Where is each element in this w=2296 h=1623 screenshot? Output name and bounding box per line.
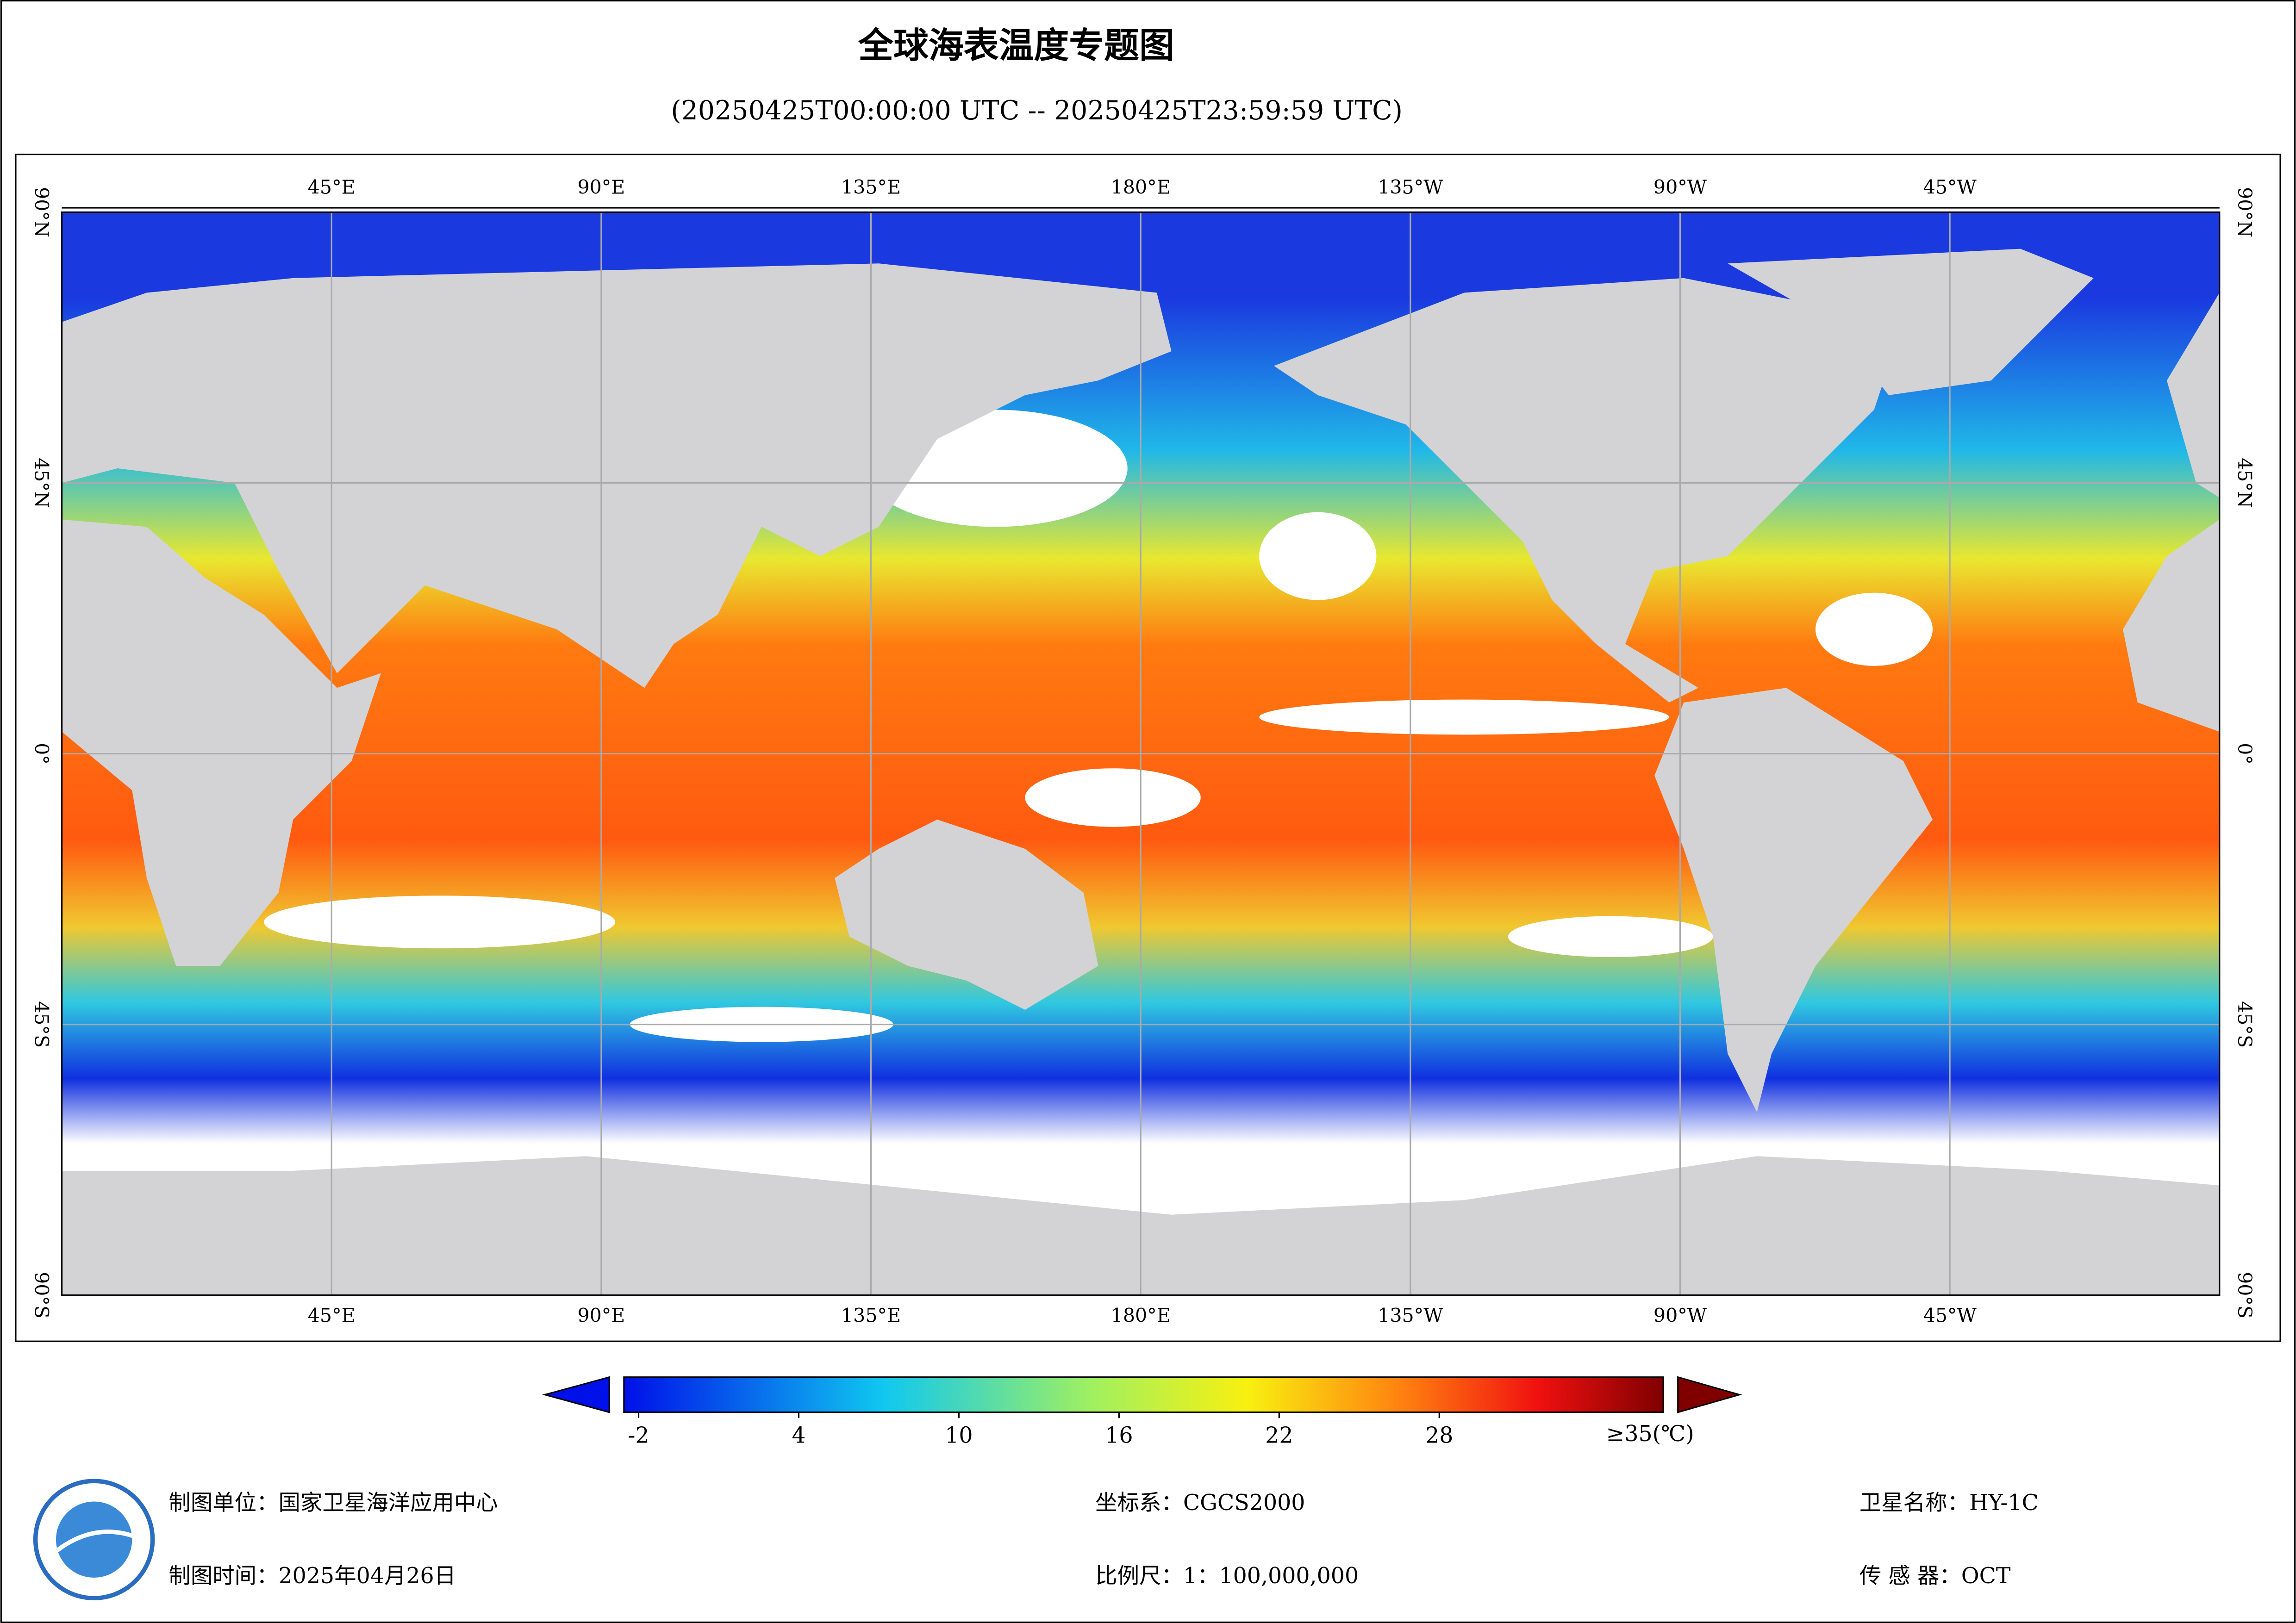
lat-label-right: 90°S [2234, 1272, 2256, 1318]
colorbar-max-label: ≥35(℃) [1606, 1421, 1694, 1447]
lat-label-right: 45°N [2234, 458, 2256, 508]
lat-label-left: 90°N [31, 187, 53, 237]
lon-label-top: 180°E [1111, 176, 1171, 198]
logo [33, 1479, 155, 1600]
colorbar-low-arrow [542, 1376, 610, 1413]
map-frame [61, 211, 2221, 1296]
colorbar-tick-label: 16 [1105, 1423, 1133, 1448]
lon-label-top: 45°W [1923, 176, 1977, 198]
map [61, 207, 2221, 1296]
map-box [15, 154, 2281, 1342]
lon-label-bottom: 45°E [308, 1305, 356, 1327]
colorbar-bar [623, 1376, 1664, 1413]
footer-sensor: 传 感 器：OCT [1859, 1563, 2011, 1589]
lat-label-right: 45°S [2234, 1001, 2256, 1048]
lat-label-right: 0° [2234, 743, 2256, 765]
title: 全球海表温度专题图 [858, 25, 1174, 66]
footer-scale: 比例尺：1：100,000,000 [1095, 1563, 1359, 1589]
lon-label-bottom: 135°E [841, 1305, 901, 1327]
lon-label-top: 135°E [841, 176, 901, 198]
lon-label-top: 135°W [1378, 176, 1443, 198]
lon-label-top: 90°W [1653, 176, 1707, 198]
colorbar-tick-label: 28 [1425, 1423, 1453, 1448]
footer-crs: 坐标系：CGCS2000 [1095, 1490, 1305, 1516]
colorbar-tick-label: 22 [1265, 1423, 1293, 1448]
colorbar-tick-label: 10 [945, 1423, 973, 1448]
subtitle: (20250425T00:00:00 UTC -- 20250425T23:59… [671, 95, 1402, 126]
colorbar-tick-label: -2 [628, 1423, 649, 1448]
lon-label-bottom: 45°W [1923, 1305, 1977, 1327]
footer-unit: 制图单位：国家卫星海洋应用中心 [168, 1490, 498, 1516]
footer-date: 制图时间：2025年04月26日 [168, 1563, 456, 1589]
lat-label-right: 90°N [2234, 187, 2256, 237]
colorbar-high-arrow [1677, 1376, 1742, 1413]
lat-label-left: 90°S [31, 1272, 53, 1318]
lat-label-left: 45°S [31, 1001, 53, 1048]
colorbar-tick-label: 4 [792, 1423, 805, 1448]
lon-label-bottom: 180°E [1111, 1305, 1171, 1327]
lon-label-bottom: 90°W [1653, 1305, 1707, 1327]
lat-label-left: 45°N [31, 458, 53, 508]
footer-satellite: 卫星名称：HY-1C [1859, 1490, 2039, 1516]
colorbar: ≥35(℃) -2 4 10 16 22 28 [542, 1376, 1742, 1448]
lon-label-top: 45°E [308, 176, 356, 198]
lon-label-bottom: 135°W [1378, 1305, 1443, 1327]
lon-label-bottom: 90°E [577, 1305, 625, 1327]
lat-label-left: 0° [31, 743, 53, 765]
lon-label-top: 90°E [577, 176, 625, 198]
